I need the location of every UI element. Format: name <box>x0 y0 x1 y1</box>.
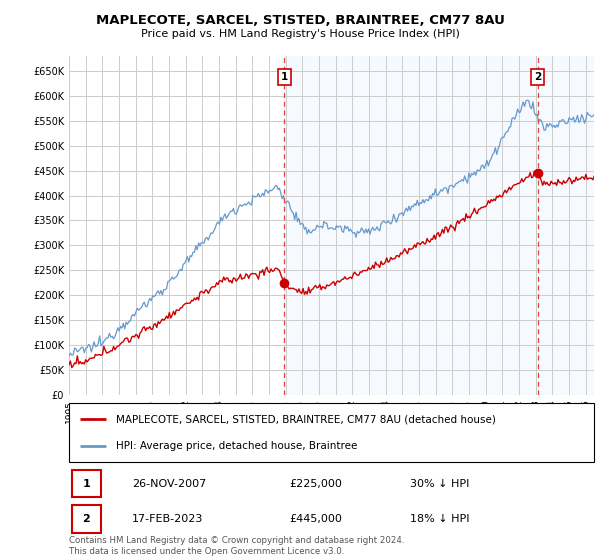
Bar <box>284 56 594 395</box>
Text: £445,000: £445,000 <box>290 514 343 524</box>
Text: £225,000: £225,000 <box>290 479 343 489</box>
FancyBboxPatch shape <box>69 403 594 462</box>
Text: MAPLECOTE, SARCEL, STISTED, BRAINTREE, CM77 8AU: MAPLECOTE, SARCEL, STISTED, BRAINTREE, C… <box>95 14 505 27</box>
FancyBboxPatch shape <box>71 470 101 497</box>
Text: 30% ↓ HPI: 30% ↓ HPI <box>410 479 470 489</box>
Text: Contains HM Land Registry data © Crown copyright and database right 2024.
This d: Contains HM Land Registry data © Crown c… <box>69 536 404 556</box>
Text: 2: 2 <box>534 72 541 82</box>
Text: Price paid vs. HM Land Registry's House Price Index (HPI): Price paid vs. HM Land Registry's House … <box>140 29 460 39</box>
Text: 17-FEB-2023: 17-FEB-2023 <box>132 514 203 524</box>
Text: 1: 1 <box>82 479 90 489</box>
Text: 18% ↓ HPI: 18% ↓ HPI <box>410 514 470 524</box>
Text: 2: 2 <box>82 514 90 524</box>
Text: HPI: Average price, detached house, Braintree: HPI: Average price, detached house, Brai… <box>116 441 358 451</box>
FancyBboxPatch shape <box>71 506 101 533</box>
Text: 26-NOV-2007: 26-NOV-2007 <box>132 479 206 489</box>
Text: 1: 1 <box>281 72 288 82</box>
Text: MAPLECOTE, SARCEL, STISTED, BRAINTREE, CM77 8AU (detached house): MAPLECOTE, SARCEL, STISTED, BRAINTREE, C… <box>116 414 496 424</box>
